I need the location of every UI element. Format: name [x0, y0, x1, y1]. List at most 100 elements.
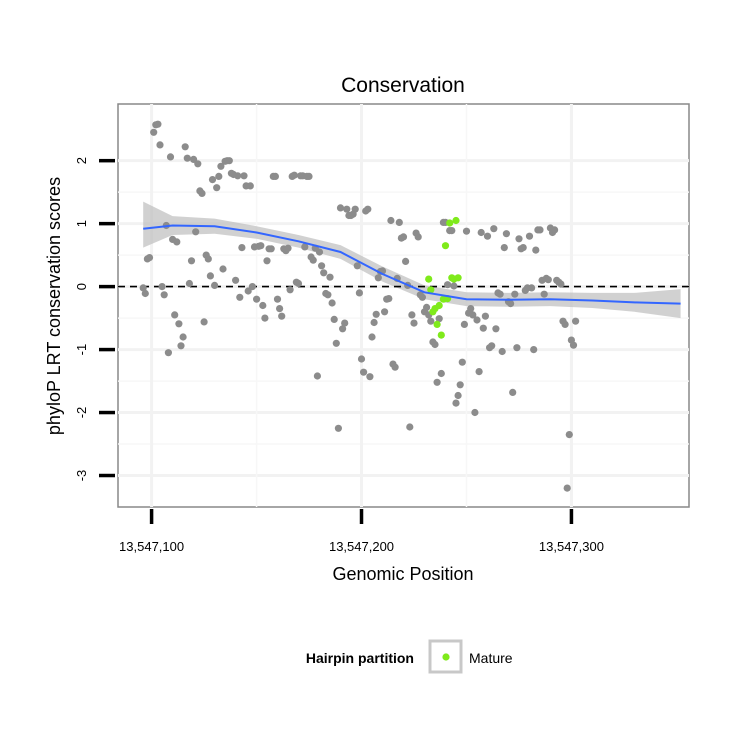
data-point — [294, 279, 303, 288]
data-point — [171, 311, 179, 319]
data-point — [236, 293, 244, 301]
data-point — [460, 320, 468, 328]
data-point — [318, 262, 326, 270]
data-point — [181, 143, 189, 151]
data-point — [458, 358, 466, 366]
data-point — [141, 289, 149, 298]
mature-point — [425, 275, 433, 283]
data-point — [175, 320, 183, 328]
data-point — [246, 182, 254, 190]
data-point — [572, 317, 580, 325]
data-point — [238, 244, 246, 252]
data-point — [179, 333, 187, 341]
data-point — [414, 233, 422, 241]
data-point — [528, 284, 536, 292]
data-point — [513, 344, 521, 352]
data-point — [452, 399, 460, 407]
data-point — [315, 248, 324, 256]
data-point — [177, 342, 185, 350]
data-point — [507, 300, 515, 308]
data-point — [561, 320, 569, 328]
data-point — [160, 291, 168, 299]
data-point — [253, 295, 261, 303]
data-point — [565, 431, 573, 439]
x-axis: 13,547,100 13,547,200 13,547,300 — [119, 509, 604, 554]
legend-title: Hairpin partition — [306, 650, 414, 666]
data-point — [395, 218, 403, 226]
data-point — [471, 408, 479, 417]
y-tick-label: 1 — [74, 220, 89, 227]
data-point — [418, 293, 426, 301]
mature-point — [452, 216, 460, 225]
y-axis: 2 1 0 -1 -2 -3 — [74, 157, 115, 481]
data-point — [402, 257, 410, 265]
data-point — [519, 244, 527, 252]
data-point — [431, 340, 439, 349]
data-point — [156, 141, 164, 149]
confidence-band — [143, 201, 681, 319]
data-point — [381, 308, 389, 316]
data-point — [473, 316, 481, 324]
x-tick-label: 13,547,200 — [329, 539, 394, 554]
data-point — [211, 281, 219, 289]
data-point — [145, 254, 154, 262]
mature-point — [446, 219, 454, 227]
data-point — [240, 172, 248, 180]
data-point — [343, 205, 351, 213]
y-tick-label: -1 — [74, 344, 89, 356]
data-point — [248, 283, 256, 291]
data-point — [219, 265, 227, 273]
data-point — [488, 342, 496, 350]
data-point — [185, 279, 193, 288]
data-point — [276, 305, 284, 313]
data-point — [391, 363, 399, 371]
data-point — [326, 273, 334, 281]
data-point — [557, 280, 565, 288]
data-point — [330, 315, 338, 323]
data-point — [286, 286, 294, 294]
data-point — [370, 318, 378, 327]
data-point — [406, 423, 414, 431]
y-axis-title: phyloP LRT conservation scores — [44, 177, 64, 435]
data-point — [234, 172, 242, 180]
data-point — [158, 283, 166, 291]
data-point — [532, 246, 540, 254]
data-point — [334, 424, 342, 432]
data-point — [284, 244, 292, 252]
data-point — [368, 333, 376, 341]
data-point — [213, 184, 221, 192]
data-point — [462, 227, 471, 235]
data-point — [192, 228, 200, 236]
data-point — [217, 162, 225, 170]
data-point — [563, 484, 571, 492]
y-tick-label: -2 — [74, 407, 89, 419]
data-point — [509, 388, 517, 396]
data-point — [544, 276, 552, 284]
data-point — [469, 311, 477, 319]
x-axis-title: Genomic Position — [332, 564, 473, 584]
data-point — [139, 284, 147, 292]
data-point — [357, 355, 366, 363]
data-point — [492, 325, 500, 333]
data-point — [215, 172, 223, 180]
x-tick-label: 13,547,300 — [539, 539, 604, 554]
legend-mature-marker — [442, 653, 450, 661]
data-point — [198, 189, 206, 197]
data-point — [437, 369, 445, 378]
data-point — [273, 295, 282, 303]
data-point — [313, 372, 321, 380]
y-tick-label: -3 — [74, 470, 89, 482]
data-point — [456, 381, 464, 389]
data-point — [341, 319, 349, 327]
x-tick-label: 13,547,100 — [119, 539, 184, 554]
data-point — [435, 315, 443, 323]
data-point — [498, 347, 506, 356]
data-point — [309, 256, 317, 264]
data-point — [423, 303, 431, 311]
data-point — [525, 232, 534, 240]
data-point — [551, 226, 559, 234]
data-point — [208, 176, 217, 184]
data-point — [496, 290, 504, 298]
legend: Hairpin partition Mature — [306, 639, 513, 674]
data-point — [225, 157, 233, 165]
